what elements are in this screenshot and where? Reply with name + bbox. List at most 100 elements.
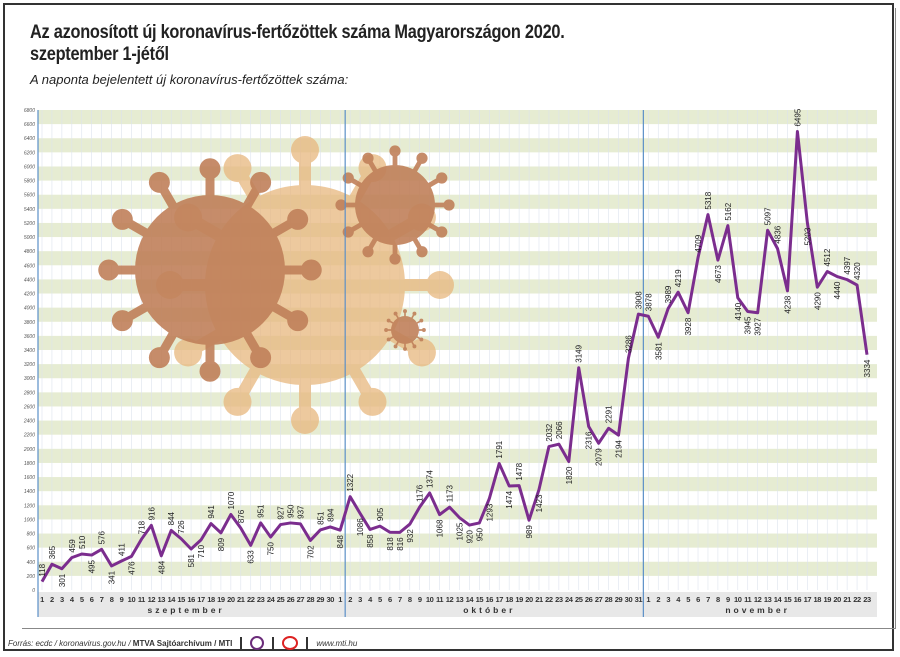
chart-panel [22, 8, 896, 629]
x-tick-label: 10 [734, 595, 742, 604]
y-tick-label: 1200 [24, 503, 35, 509]
x-tick-label: 6 [388, 595, 392, 604]
data-label: 3908 [634, 291, 643, 309]
y-tick-label: 3600 [24, 334, 35, 340]
data-label: 2066 [555, 421, 564, 439]
x-tick-label: 23 [555, 595, 563, 604]
x-tick-label: 12 [754, 595, 762, 604]
virus-illustration-icon [384, 309, 426, 351]
x-tick-label: 13 [158, 595, 166, 604]
x-tick-label: 16 [187, 595, 195, 604]
y-tick-label: 3400 [24, 348, 35, 354]
y-tick-label: 6200 [24, 150, 35, 156]
x-tick-label: 19 [823, 595, 831, 604]
x-tick-label: 16 [486, 595, 494, 604]
x-tick-label: 4 [676, 595, 681, 604]
data-label: 1086 [356, 518, 365, 536]
x-tick-label: 7 [100, 595, 104, 604]
x-tick-label: 15 [177, 595, 185, 604]
infographic-frame [3, 3, 894, 651]
website-link[interactable]: www.mti.hu [316, 638, 358, 648]
y-tick-label: 200 [26, 574, 36, 580]
x-tick-label: 1 [338, 595, 342, 604]
y-tick-label: 3800 [24, 320, 35, 326]
x-tick-label: 16 [794, 595, 802, 604]
y-tick-label: 600 [27, 546, 36, 552]
data-label: 937 [296, 505, 305, 519]
data-label: 3149 [575, 344, 584, 362]
x-tick-label: 18 [814, 595, 822, 604]
x-tick-label: 15 [784, 595, 792, 604]
data-label: 1423 [535, 494, 544, 512]
data-label: 4440 [833, 281, 842, 299]
x-tick-label: 29 [615, 595, 623, 604]
data-label: 459 [68, 539, 77, 553]
x-tick-label: 2 [656, 595, 660, 604]
x-tick-label: 11 [744, 595, 751, 604]
data-label: 3286 [624, 335, 633, 353]
data-label: 4709 [694, 234, 703, 252]
data-label: 510 [78, 535, 87, 549]
data-label: 1820 [565, 466, 574, 484]
data-label: 4512 [823, 248, 832, 266]
x-tick-label: 28 [605, 595, 613, 604]
x-tick-label: 14 [466, 595, 475, 604]
data-label: 4397 [843, 256, 852, 274]
y-tick-label: 2800 [23, 390, 35, 396]
divider [272, 637, 275, 649]
data-label: 718 [137, 520, 146, 534]
data-label: 1293 [485, 503, 494, 521]
y-tick-label: 800 [27, 532, 36, 538]
data-label: 5318 [704, 191, 713, 209]
month-label: szeptember [148, 605, 225, 615]
data-label: 576 [98, 530, 107, 544]
data-label: 951 [257, 504, 266, 518]
y-tick-label: 2000 [23, 447, 35, 453]
x-tick-label: 4 [368, 595, 373, 604]
grid-band [38, 477, 877, 492]
x-tick-label: 27 [595, 595, 603, 604]
virus-illustration-icon [335, 145, 455, 265]
grid-band [38, 505, 877, 520]
x-tick-label: 22 [853, 595, 861, 604]
data-label: 1478 [515, 462, 524, 480]
x-tick-label: 3 [358, 595, 362, 604]
data-label: 3927 [754, 317, 763, 335]
x-tick-label: 5 [686, 595, 690, 604]
data-label: 4238 [783, 295, 792, 313]
x-tick-label: 11 [436, 595, 443, 604]
data-label: 118 [38, 563, 47, 576]
data-label: 920 [465, 530, 474, 544]
chart-subtitle: A naponta bejelentett új koronavírus-fer… [30, 72, 349, 87]
x-tick-label: 17 [197, 595, 205, 604]
data-label: 3945 [744, 316, 753, 334]
x-tick-label: 7 [706, 595, 710, 604]
series-line [40, 130, 869, 583]
data-label: 702 [306, 545, 315, 559]
data-label: 484 [157, 560, 166, 574]
x-tick-label: 5 [80, 595, 84, 604]
x-tick-label: 14 [167, 595, 176, 604]
y-tick-label: 5200 [24, 221, 35, 227]
x-tick-label: 1 [40, 595, 44, 604]
x-tick-label: 20 [227, 595, 235, 604]
x-tick-label: 21 [535, 595, 543, 604]
x-tick-label: 7 [398, 595, 402, 604]
x-tick-label: 23 [257, 595, 265, 604]
y-tick-label: 4600 [24, 263, 35, 269]
x-tick-label: 6 [90, 595, 94, 604]
x-tick-label: 28 [307, 595, 315, 604]
y-tick-label: 4800 [24, 249, 35, 255]
data-label: 816 [396, 537, 405, 551]
y-tick-label: 2400 [23, 419, 35, 425]
y-tick-label: 6000 [24, 164, 35, 170]
x-tick-label: 20 [833, 595, 841, 604]
x-tick-label: 13 [456, 595, 464, 604]
data-label: 989 [525, 525, 534, 539]
source-text: Forrás: ecdc / koronavirus.gov.hu / MTVA… [8, 639, 232, 648]
data-label: 581 [187, 553, 196, 567]
x-tick-label: 26 [585, 595, 593, 604]
grid-band [38, 138, 877, 153]
data-label: 844 [167, 512, 176, 526]
x-tick-label: 23 [863, 595, 871, 604]
